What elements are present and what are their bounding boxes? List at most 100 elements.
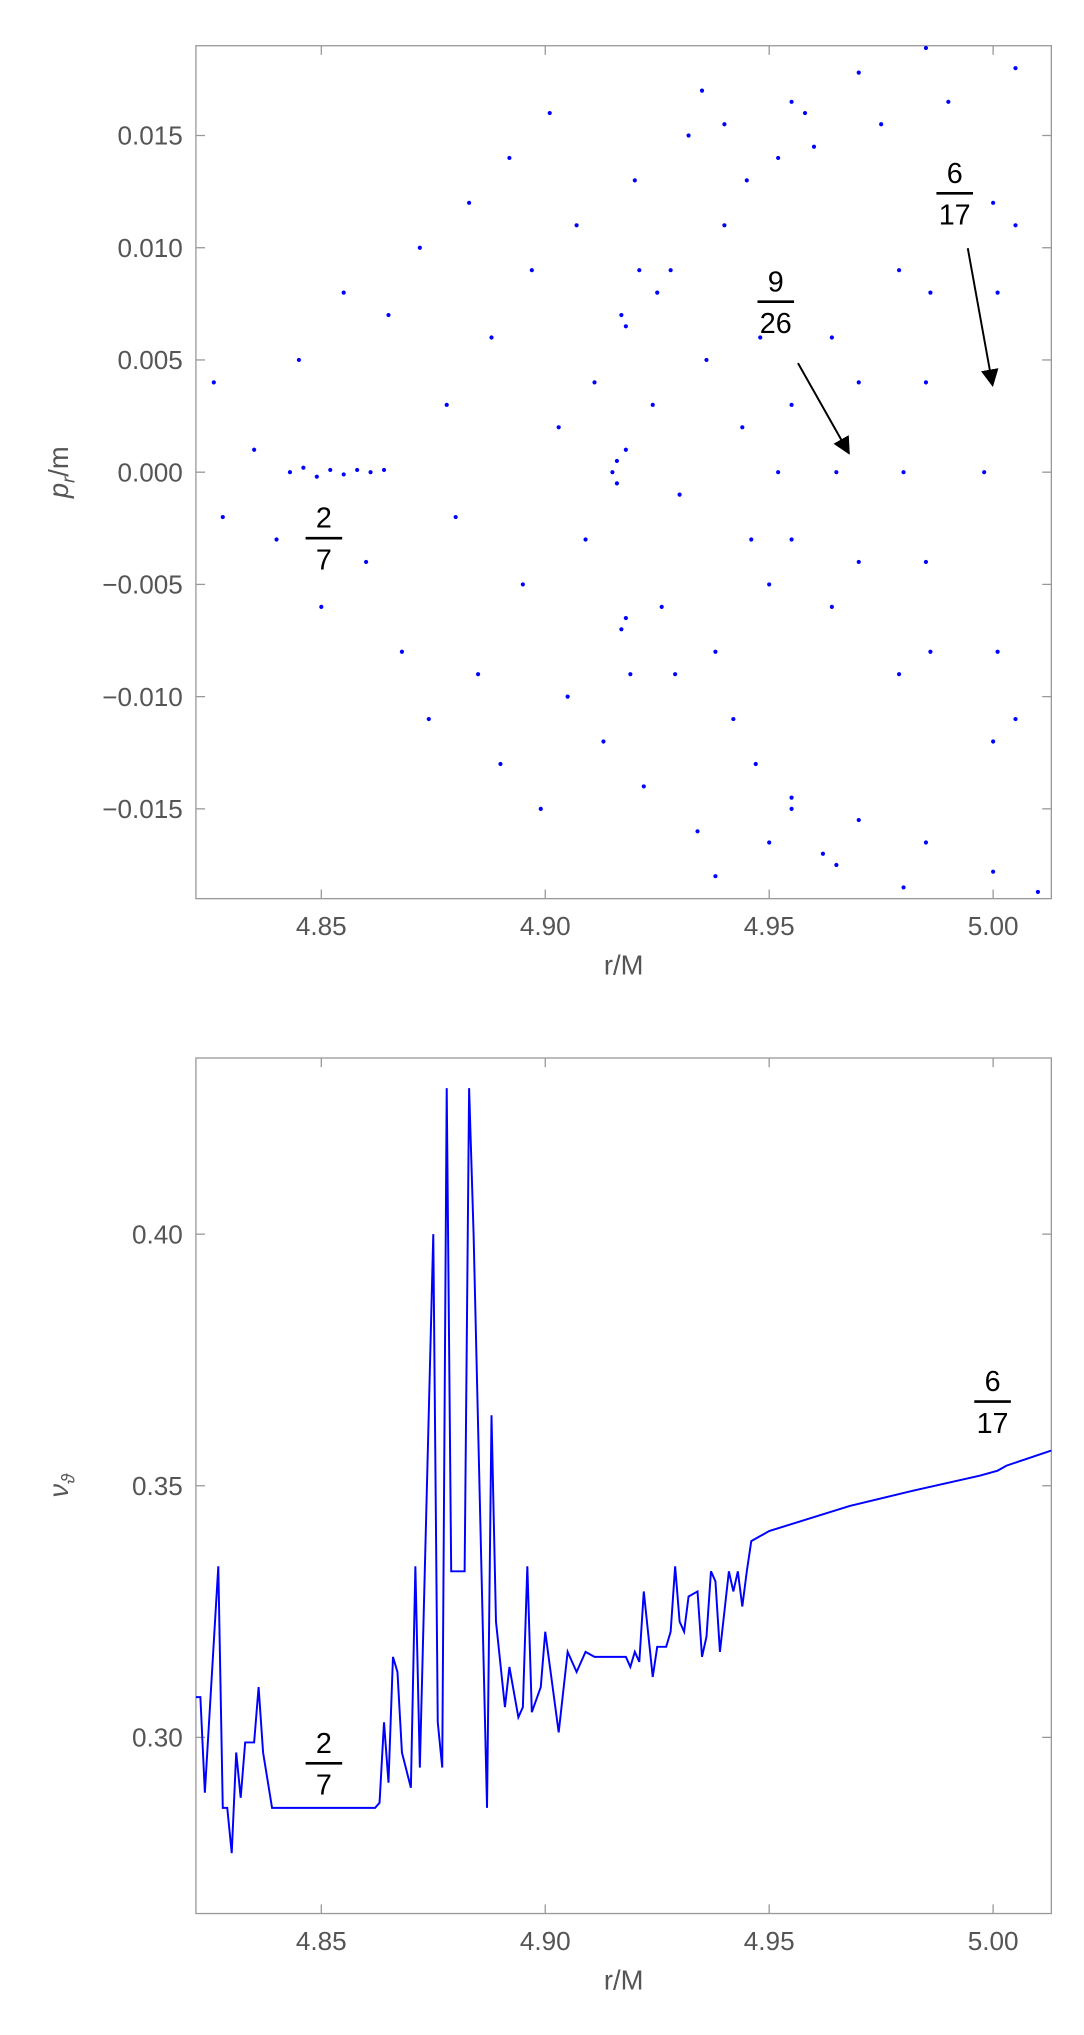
plot-area	[211, 45, 1041, 894]
point	[722, 122, 727, 127]
point	[928, 290, 933, 295]
fraction-denominator: 7	[316, 544, 332, 576]
y-axis-label-sub: ϑ	[57, 1473, 78, 1484]
point	[341, 472, 346, 477]
y-tick-label: 0.015	[118, 121, 183, 151]
x-tick-label: 5.00	[968, 911, 1019, 941]
y-tick-label: 0.000	[118, 457, 183, 487]
point	[789, 795, 794, 800]
point	[879, 122, 884, 127]
point	[722, 223, 727, 228]
point	[399, 649, 405, 654]
point	[574, 223, 579, 228]
point	[211, 380, 216, 385]
point	[668, 268, 673, 273]
point	[713, 649, 718, 654]
fraction-denominator: 26	[760, 308, 792, 340]
point	[619, 312, 624, 318]
point	[314, 474, 319, 479]
point	[592, 380, 597, 385]
point	[252, 447, 257, 452]
fraction-denominator: 17	[977, 1408, 1009, 1440]
point	[583, 537, 588, 542]
point	[641, 784, 646, 789]
point	[744, 178, 749, 183]
point	[767, 840, 772, 845]
point	[704, 357, 709, 363]
y-tick-label: −0.015	[102, 794, 183, 824]
point	[610, 470, 615, 475]
y-axis-label-rest: /m	[43, 446, 74, 476]
point	[699, 88, 705, 93]
fraction-numerator: 6	[985, 1366, 1001, 1398]
point	[673, 672, 678, 677]
point	[946, 99, 951, 104]
point	[538, 806, 543, 811]
x-tick-label: 4.85	[296, 911, 347, 941]
point	[923, 559, 929, 565]
point	[991, 739, 996, 744]
point	[529, 268, 534, 273]
point	[341, 290, 346, 295]
point	[776, 470, 781, 475]
point	[628, 672, 633, 677]
point	[328, 467, 333, 473]
y-tick-label: −0.010	[102, 682, 183, 712]
line	[195, 1088, 1052, 1854]
point	[923, 45, 929, 51]
plot-frame	[195, 45, 1053, 900]
point	[601, 739, 606, 744]
point	[426, 716, 431, 722]
point	[368, 470, 373, 475]
point	[758, 335, 763, 340]
fraction-denominator: 17	[939, 200, 971, 232]
point	[655, 290, 660, 295]
point	[856, 559, 861, 565]
point	[489, 335, 494, 340]
point	[740, 425, 745, 430]
point	[623, 615, 628, 621]
point	[475, 672, 481, 677]
y-tick-label: 0.40	[132, 1219, 183, 1249]
point	[355, 467, 360, 473]
x-axis-label: r/M	[604, 1964, 644, 1995]
point	[856, 817, 861, 823]
point	[820, 851, 826, 856]
arrow	[966, 247, 999, 388]
x-axis-label: r/M	[604, 949, 644, 980]
point	[789, 99, 794, 104]
point	[896, 268, 902, 273]
y-tick-label: 0.35	[132, 1471, 183, 1501]
point	[619, 627, 624, 632]
point	[386, 312, 391, 318]
point	[623, 447, 628, 452]
point	[1035, 889, 1041, 894]
y-axis-label: pr/m	[43, 446, 79, 499]
point	[547, 110, 552, 116]
arrow	[797, 362, 850, 455]
point	[677, 492, 682, 497]
fraction-numerator: 9	[768, 266, 784, 298]
x-tick-label: 4.95	[744, 1926, 795, 1956]
y-axis-label-base: p	[43, 483, 74, 499]
point	[834, 862, 839, 868]
point	[982, 470, 987, 475]
point	[991, 869, 996, 874]
point	[220, 514, 225, 520]
point	[856, 380, 861, 385]
point	[507, 155, 512, 161]
point	[650, 402, 655, 407]
point	[565, 694, 570, 699]
point	[991, 200, 996, 205]
point	[417, 245, 422, 250]
point	[301, 465, 306, 470]
point	[444, 402, 449, 407]
point	[901, 885, 906, 890]
y-tick-label: 0.30	[132, 1723, 183, 1753]
x-tick-label: 4.85	[296, 1926, 347, 1956]
point	[623, 324, 628, 329]
point	[829, 604, 834, 609]
plot-area	[195, 1088, 1052, 1854]
